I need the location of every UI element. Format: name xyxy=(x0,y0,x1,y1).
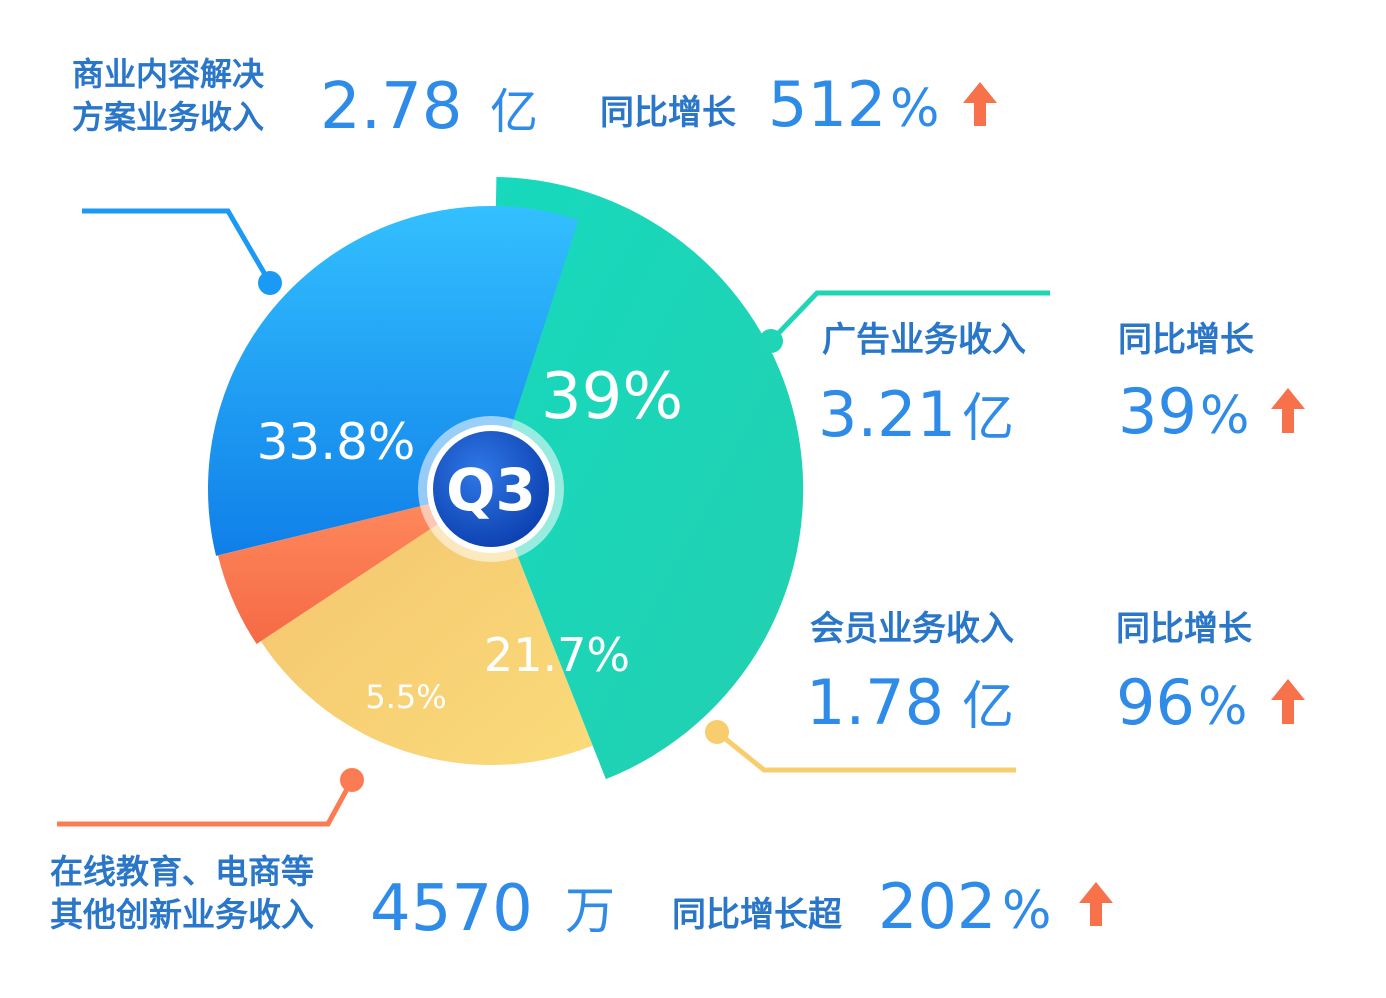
pie-slice-ads xyxy=(491,177,804,780)
pie-slice-other xyxy=(218,489,491,644)
other-up-arrow-icon xyxy=(1079,882,1113,926)
other-growth-unit: % xyxy=(1002,881,1051,941)
pct-label-business: 33.8% xyxy=(257,413,416,471)
ads-value: 3.21 xyxy=(818,378,956,451)
business-unit: 亿 xyxy=(490,84,538,140)
pct-label-ads: 39% xyxy=(541,360,683,434)
ads-growth-value: 39 xyxy=(1118,375,1197,448)
business-up-arrow-icon xyxy=(963,82,997,126)
ads-up-arrow-icon xyxy=(1271,388,1305,433)
pct-label-other: 5.5% xyxy=(365,678,446,716)
members-label: 会员业务收入 xyxy=(810,609,1014,649)
business-growth-value: 512 xyxy=(768,68,886,141)
leader-members xyxy=(705,720,1016,773)
ads-growth-label: 同比增长 xyxy=(1118,320,1254,360)
members-value: 1.78 xyxy=(806,666,944,739)
ads-label: 广告业务收入 xyxy=(822,320,1026,360)
center-badge xyxy=(433,431,549,547)
ads-unit: 亿 xyxy=(962,389,1014,449)
members-growth-value: 96 xyxy=(1116,666,1195,739)
business-label-line1: 商业内容解决 xyxy=(72,55,264,93)
business-value: 2.78 xyxy=(320,70,463,144)
members-growth-unit: % xyxy=(1198,677,1247,737)
pct-label-members: 21.7% xyxy=(484,628,630,682)
other-growth-value: 202 xyxy=(878,870,996,943)
business-growth-unit: % xyxy=(890,79,939,139)
business-growth-label: 同比增长 xyxy=(600,93,736,133)
leader-other xyxy=(57,768,364,827)
other-label-line1: 在线教育、电商等 xyxy=(50,852,314,891)
business-label-line2: 方案业务收入 xyxy=(72,98,264,136)
ads-growth-unit: % xyxy=(1200,386,1249,446)
other-unit: 万 xyxy=(565,882,615,940)
leader-business xyxy=(82,208,282,295)
other-value: 4570 xyxy=(370,872,533,946)
leader-ads xyxy=(759,290,1050,353)
members-growth-label: 同比增长 xyxy=(1116,609,1252,649)
other-growth-label: 同比增长超 xyxy=(672,895,843,935)
center-label: Q3 xyxy=(446,456,536,524)
members-unit: 亿 xyxy=(962,677,1014,737)
other-label-line2: 其他创新业务收入 xyxy=(50,895,314,934)
members-up-arrow-icon xyxy=(1271,679,1305,724)
